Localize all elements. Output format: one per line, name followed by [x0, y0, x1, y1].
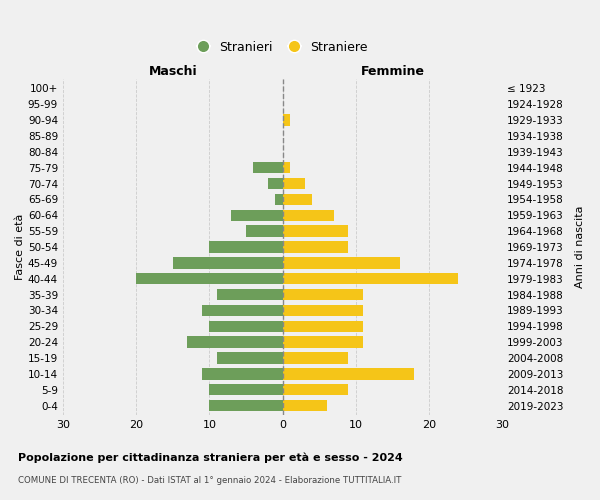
Bar [283, 162, 290, 173]
Bar [209, 400, 283, 411]
Bar [283, 114, 290, 126]
Text: Maschi: Maschi [148, 65, 197, 78]
Bar [217, 352, 283, 364]
Bar [283, 289, 363, 300]
Bar [202, 304, 283, 316]
Bar [136, 273, 283, 284]
Bar [283, 194, 312, 205]
Bar [283, 242, 349, 252]
Bar [283, 368, 415, 380]
Text: Femmine: Femmine [361, 65, 424, 78]
Bar [283, 320, 363, 332]
Bar [283, 384, 349, 396]
Bar [283, 400, 326, 411]
Bar [217, 289, 283, 300]
Text: Popolazione per cittadinanza straniera per età e sesso - 2024: Popolazione per cittadinanza straniera p… [18, 452, 403, 463]
Bar [283, 226, 349, 237]
Bar [209, 242, 283, 252]
Bar [202, 368, 283, 380]
Y-axis label: Fasce di età: Fasce di età [15, 214, 25, 280]
Bar [209, 384, 283, 396]
Bar [283, 257, 400, 268]
Bar [253, 162, 283, 173]
Bar [283, 178, 305, 189]
Bar [283, 336, 363, 348]
Legend: Stranieri, Straniere: Stranieri, Straniere [197, 42, 368, 54]
Text: COMUNE DI TRECENTA (RO) - Dati ISTAT al 1° gennaio 2024 - Elaborazione TUTTITALI: COMUNE DI TRECENTA (RO) - Dati ISTAT al … [18, 476, 401, 485]
Bar [209, 320, 283, 332]
Bar [268, 178, 283, 189]
Bar [232, 210, 283, 221]
Bar [283, 273, 458, 284]
Bar [187, 336, 283, 348]
Bar [173, 257, 283, 268]
Bar [275, 194, 283, 205]
Bar [283, 352, 349, 364]
Y-axis label: Anni di nascita: Anni di nascita [575, 206, 585, 288]
Bar [283, 210, 334, 221]
Bar [246, 226, 283, 237]
Bar [283, 304, 363, 316]
